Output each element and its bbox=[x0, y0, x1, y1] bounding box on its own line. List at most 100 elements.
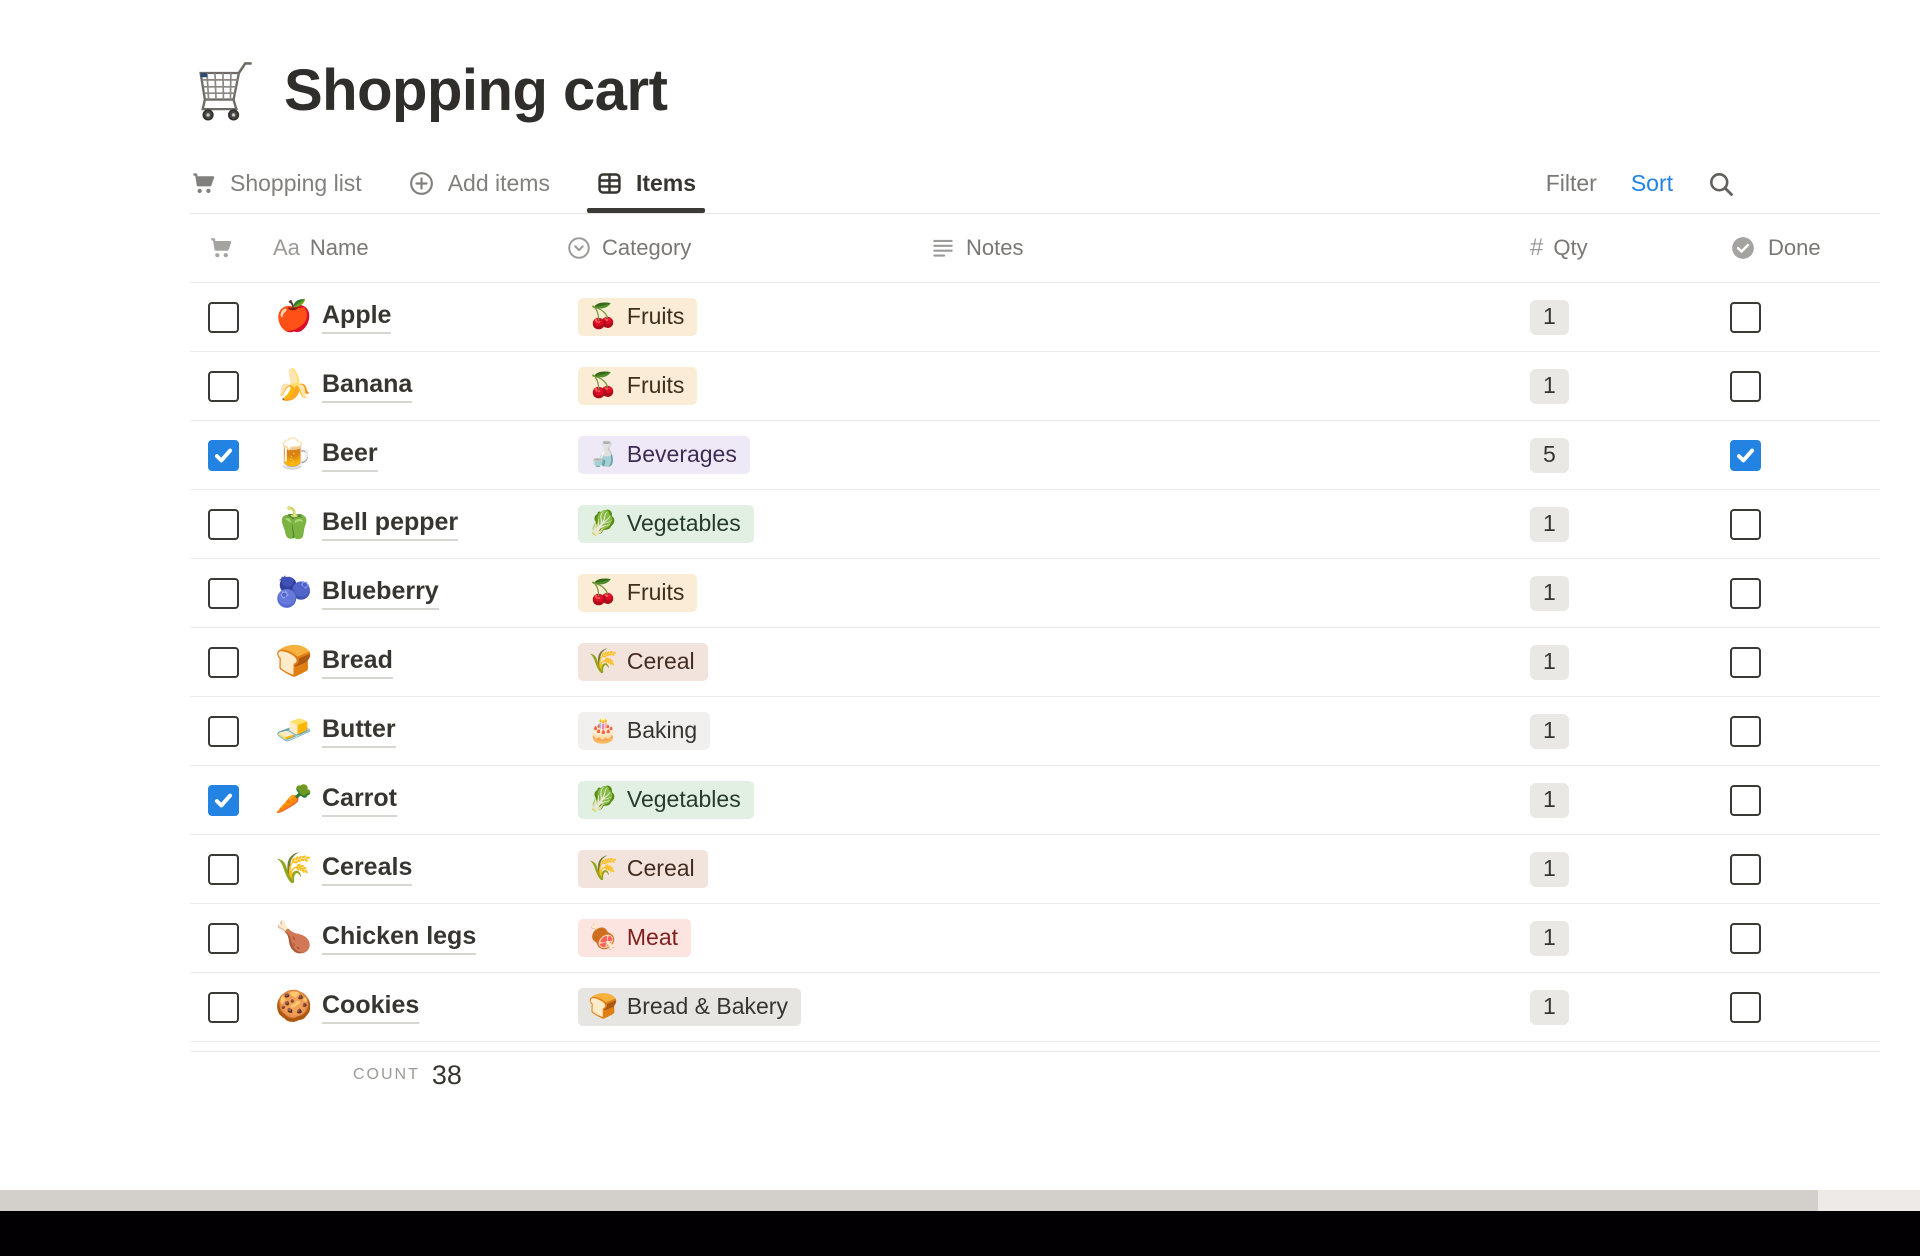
tab-items[interactable]: Items bbox=[586, 154, 706, 213]
tab-add-items[interactable]: Add items bbox=[408, 154, 550, 213]
row-select-checkbox[interactable] bbox=[208, 715, 239, 747]
qty-cell[interactable]: 1 bbox=[1520, 713, 1710, 749]
done-checkbox[interactable] bbox=[1730, 508, 1761, 540]
done-checkbox[interactable] bbox=[1730, 715, 1761, 747]
item-emoji: 🍪 bbox=[275, 990, 313, 1023]
row-select-checkbox[interactable] bbox=[208, 508, 239, 540]
tab-label: Add items bbox=[447, 170, 550, 196]
category-cell[interactable]: 🍒 Fruits bbox=[560, 574, 920, 612]
item-emoji: 🥕 bbox=[275, 783, 313, 816]
row-select-checkbox[interactable] bbox=[208, 991, 239, 1023]
item-name[interactable]: Butter bbox=[322, 715, 396, 748]
table-row: 🍌 Banana 🍒 Fruits 1 bbox=[190, 352, 1880, 421]
category-cell[interactable]: 🎂 Baking bbox=[560, 712, 920, 750]
done-checkbox[interactable] bbox=[1730, 991, 1761, 1023]
done-checkbox[interactable] bbox=[1730, 922, 1761, 954]
category-tag-emoji: 🌾 bbox=[588, 647, 618, 675]
category-cell[interactable]: 🍶 Beverages bbox=[560, 436, 920, 474]
row-select-checkbox[interactable] bbox=[208, 922, 239, 954]
row-select-checkbox[interactable] bbox=[208, 784, 239, 816]
done-checkbox[interactable] bbox=[1730, 370, 1761, 402]
done-checkbox[interactable] bbox=[1730, 439, 1761, 471]
item-name[interactable]: Bell pepper bbox=[322, 508, 459, 541]
item-name[interactable]: Blueberry bbox=[322, 577, 439, 610]
item-emoji: 🍺 bbox=[275, 438, 313, 471]
row-select-checkbox[interactable] bbox=[208, 577, 239, 609]
category-tag-emoji: 🍞 bbox=[588, 992, 618, 1020]
scrollbar-thumb[interactable] bbox=[0, 1190, 1818, 1211]
item-name[interactable]: Carrot bbox=[322, 784, 398, 817]
category-cell[interactable]: 🍖 Meat bbox=[560, 919, 920, 957]
done-checkbox[interactable] bbox=[1730, 853, 1761, 885]
filter-button[interactable]: Filter bbox=[1545, 170, 1597, 196]
category-tag: 🎂 Baking bbox=[578, 712, 711, 750]
category-tag: 🍞 Bread & Bakery bbox=[578, 988, 801, 1026]
column-header-done[interactable]: Done bbox=[1710, 235, 1880, 261]
qty-cell[interactable]: 5 bbox=[1520, 437, 1710, 473]
cart-icon bbox=[211, 238, 232, 258]
table-row: 🫑 Bell pepper 🥬 Vegetables 1 bbox=[190, 490, 1880, 559]
qty-cell[interactable]: 1 bbox=[1520, 506, 1710, 542]
column-header-notes[interactable]: Notes bbox=[920, 235, 1520, 261]
sort-button[interactable]: Sort bbox=[1630, 170, 1673, 196]
qty-cell[interactable]: 1 bbox=[1520, 575, 1710, 611]
qty-cell[interactable]: 1 bbox=[1520, 989, 1710, 1025]
category-cell[interactable]: 🍒 Fruits bbox=[560, 367, 920, 405]
qty-cell[interactable]: 1 bbox=[1520, 782, 1710, 818]
qty-cell[interactable]: 1 bbox=[1520, 368, 1710, 404]
table-row: 🍪 Cookies 🍞 Bread & Bakery 1 bbox=[190, 973, 1880, 1042]
shopping-cart-page-icon[interactable] bbox=[190, 56, 258, 124]
column-header-name[interactable]: Aa Name bbox=[273, 235, 369, 260]
cart-icon bbox=[193, 173, 215, 194]
qty-cell[interactable]: 1 bbox=[1520, 920, 1710, 956]
qty-cell[interactable]: 1 bbox=[1520, 299, 1710, 335]
plus-circle-icon bbox=[409, 172, 433, 195]
item-name[interactable]: Apple bbox=[322, 301, 392, 334]
item-emoji: 🍗 bbox=[275, 921, 313, 954]
done-checkbox[interactable] bbox=[1730, 784, 1761, 816]
search-icon[interactable] bbox=[1707, 170, 1735, 198]
table-rows: 🍎 Apple 🍒 Fruits 1 🍌 Banana bbox=[190, 283, 1880, 1042]
category-cell[interactable]: 🍞 Bread & Bakery bbox=[560, 988, 920, 1026]
row-select-checkbox[interactable] bbox=[208, 853, 239, 885]
table-header-row: Aa Name Category Notes # Qty Done bbox=[190, 214, 1880, 283]
column-header-qty[interactable]: # Qty bbox=[1530, 234, 1588, 261]
category-cell[interactable]: 🌾 Cereal bbox=[560, 850, 920, 888]
done-checkbox[interactable] bbox=[1730, 646, 1761, 678]
done-checkbox[interactable] bbox=[1730, 301, 1761, 333]
category-tag-label: Cereal bbox=[626, 648, 695, 674]
done-checkbox[interactable] bbox=[1730, 577, 1761, 609]
notes-icon bbox=[933, 239, 953, 257]
qty-cell[interactable]: 1 bbox=[1520, 644, 1710, 680]
row-select-checkbox[interactable] bbox=[208, 646, 239, 678]
category-cell[interactable]: 🌾 Cereal bbox=[560, 643, 920, 681]
qty-cell[interactable]: 1 bbox=[1520, 851, 1710, 887]
row-select-checkbox[interactable] bbox=[208, 439, 239, 471]
category-cell[interactable]: 🥬 Vegetables bbox=[560, 781, 920, 819]
row-select-checkbox[interactable] bbox=[208, 370, 239, 402]
item-name[interactable]: Chicken legs bbox=[322, 922, 477, 955]
qty-badge: 1 bbox=[1530, 506, 1569, 542]
category-cell[interactable]: 🍒 Fruits bbox=[560, 298, 920, 336]
item-name[interactable]: Banana bbox=[322, 370, 413, 403]
table-row: 🥕 Carrot 🥬 Vegetables 1 bbox=[190, 766, 1880, 835]
count-label[interactable]: COUNT bbox=[353, 1066, 420, 1083]
item-name[interactable]: Beer bbox=[322, 439, 378, 472]
qty-badge: 1 bbox=[1530, 989, 1569, 1025]
category-tag: 🥬 Vegetables bbox=[578, 505, 754, 543]
item-name[interactable]: Cereals bbox=[322, 853, 413, 886]
category-tag-emoji: 🍶 bbox=[588, 440, 618, 468]
category-tag-emoji: 🍖 bbox=[588, 923, 618, 951]
column-header-category[interactable]: Category bbox=[560, 235, 920, 261]
item-name[interactable]: Cookies bbox=[322, 991, 420, 1024]
horizontal-scrollbar[interactable] bbox=[0, 1190, 1920, 1211]
text-icon: Aa bbox=[273, 235, 300, 260]
page-title[interactable]: Shopping cart bbox=[284, 57, 668, 123]
category-cell[interactable]: 🥬 Vegetables bbox=[560, 505, 920, 543]
row-select-checkbox[interactable] bbox=[208, 301, 239, 333]
tab-shopping-list[interactable]: Shopping list bbox=[190, 154, 362, 213]
category-tag-emoji: 🥬 bbox=[588, 785, 618, 813]
item-emoji: 🧈 bbox=[275, 714, 313, 747]
item-name[interactable]: Bread bbox=[322, 646, 393, 679]
category-tag-label: Cereal bbox=[626, 855, 695, 881]
